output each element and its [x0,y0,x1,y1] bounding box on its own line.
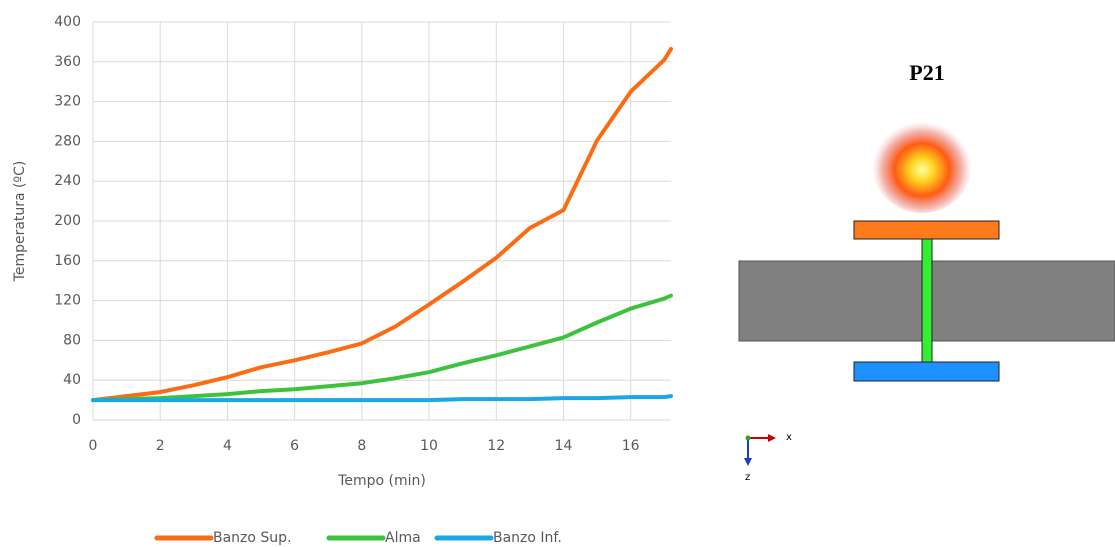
y-tick-label: 0 [72,412,81,428]
y-axis-title: Temperatura (ºC) [12,161,28,283]
x-tick-label: 6 [290,438,299,454]
legend-label: Alma [385,530,421,546]
axis-z-head [744,458,752,466]
y-tick-label: 320 [54,94,81,110]
axis-x-head [768,434,776,442]
x-axis-title: Tempo (min) [337,473,426,489]
axis-z-label: z [745,472,750,483]
x-tick-label: 4 [223,438,232,454]
x-tick-label: 14 [555,438,573,454]
y-tick-label: 80 [63,332,81,348]
x-tick-label: 8 [357,438,366,454]
legend-label: Banzo Sup. [213,530,292,546]
x-tick-label: 12 [487,438,505,454]
top-flange [853,220,1000,240]
x-tick-label: 0 [89,438,98,454]
series-line [91,394,673,403]
y-tick-label: 240 [54,173,81,189]
y-tick-label: 40 [63,372,81,388]
y-tick-label: 400 [54,14,81,30]
axis-origin [745,435,751,441]
y-tick-label: 120 [54,293,81,309]
bottom-flange [853,361,1000,382]
diagram: P21 x z [738,60,1115,483]
web [921,238,933,363]
legend-label: Banzo Inf. [493,530,562,546]
y-tick-label: 160 [54,253,81,269]
axis-x-label: x [786,432,792,443]
y-tick-label: 280 [54,133,81,149]
y-tick-label: 200 [54,213,81,229]
x-tick-label: 16 [622,438,640,454]
x-tick-label: 2 [156,438,165,454]
x-tick-label: 10 [420,438,438,454]
y-tick-label: 360 [54,54,81,70]
fire [872,117,972,213]
diagram-title: P21 [909,60,944,85]
series-line [91,293,673,403]
series-line [91,46,673,403]
